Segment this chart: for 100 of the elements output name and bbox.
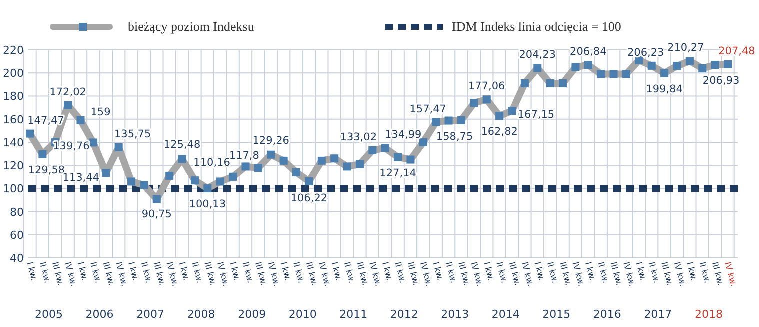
text: 2007 [136,308,165,321]
data-label: 172,02 [50,86,86,98]
point [140,181,148,190]
data-label: 129,26 [252,134,290,147]
point [686,57,694,66]
data-label: 147,47 [28,114,64,127]
point [546,80,554,88]
point [318,156,326,165]
text: 2006 [86,308,114,321]
text: 2018 [694,308,723,321]
data-label: 129,58 [28,164,66,176]
point [166,172,174,180]
point [204,184,212,193]
x-tick-label: II kw. [88,261,103,285]
y-tick-label: 200 [3,67,24,80]
text: 2005 [35,308,64,321]
point [419,138,428,146]
y-tick-label: 220 [3,44,24,57]
x-tick-label: II kw. [544,261,560,285]
point [597,70,606,78]
text: 2011 [340,308,368,321]
text: 2016 [593,308,622,321]
x-tick-label: I kw. [24,261,39,282]
data-label: 204,23 [519,49,556,62]
data-label: 133,02 [340,132,378,144]
data-label: 199,84 [646,83,684,96]
point [229,172,238,181]
point [76,116,85,124]
point [394,153,402,162]
point [698,64,707,72]
point [660,69,669,78]
point [724,60,732,68]
data-label: 207,48 [718,45,756,58]
text: 2015 [542,308,571,321]
data-label: 117,8 [229,150,260,162]
point [711,61,720,70]
point [534,64,542,72]
point [622,70,630,78]
point [114,143,123,152]
point [267,150,276,159]
data-label: 100,13 [189,198,226,211]
x-tick-label: II kw. [646,261,662,285]
data-label: 157,47 [410,103,446,116]
point [26,130,34,138]
data-label: 113,44 [62,172,100,184]
point [559,80,568,88]
text: 2010 [288,308,317,321]
data-label: 206,84 [570,46,608,58]
point [343,162,352,171]
data-label: 177,06 [468,80,506,93]
x-tick-label: II kw. [595,261,610,285]
point [305,177,314,186]
point [254,164,262,172]
x-tick-label: II kw. [290,261,306,285]
data-label: 110,16 [194,156,231,169]
y-tick-label: 160 [3,113,24,126]
point [470,99,478,108]
data-label: 167,15 [518,109,555,122]
x-tick-label: II kw. [494,261,509,285]
point [406,156,415,164]
point [64,101,72,110]
point [356,160,364,168]
point [89,138,98,147]
point [152,195,161,204]
x-tick-label: II kw. [392,261,408,285]
text: 2017 [644,308,672,321]
point [572,63,580,72]
point [216,178,224,186]
data-label: 90,75 [142,208,172,220]
text: 2012 [390,308,418,321]
data-label: 206,93 [702,75,740,88]
data-label: 139,76 [53,140,90,153]
point [280,156,288,165]
point [178,155,186,164]
y-tick-label: 60 [10,228,24,242]
y-tick-label: 180 [3,90,24,104]
point [330,154,339,163]
point [673,62,682,70]
point [648,62,656,70]
x-tick-label: II kw. [138,261,154,285]
y-tick-label: 100 [3,182,24,196]
text: 2008 [187,308,216,321]
x-tick-label: II kw. [240,261,256,285]
point [102,169,110,178]
point [508,107,516,116]
point [520,80,529,88]
data-label: 134,99 [384,129,422,142]
point [610,70,618,78]
data-label: 210,27 [668,42,704,54]
data-label: 159 [90,106,111,118]
data-label: 158,75 [436,130,474,143]
x-tick-label: II kw. [696,261,712,285]
point [242,162,250,171]
data-label: 127,14 [380,167,417,180]
x-tick-label: II kw. [341,261,357,285]
legend-label: bieżący poziom Indeksu [128,19,255,34]
text: 2014 [492,308,520,321]
x-tick-label: II kw. [189,261,204,285]
text: 2013 [441,308,470,321]
point [38,150,47,158]
